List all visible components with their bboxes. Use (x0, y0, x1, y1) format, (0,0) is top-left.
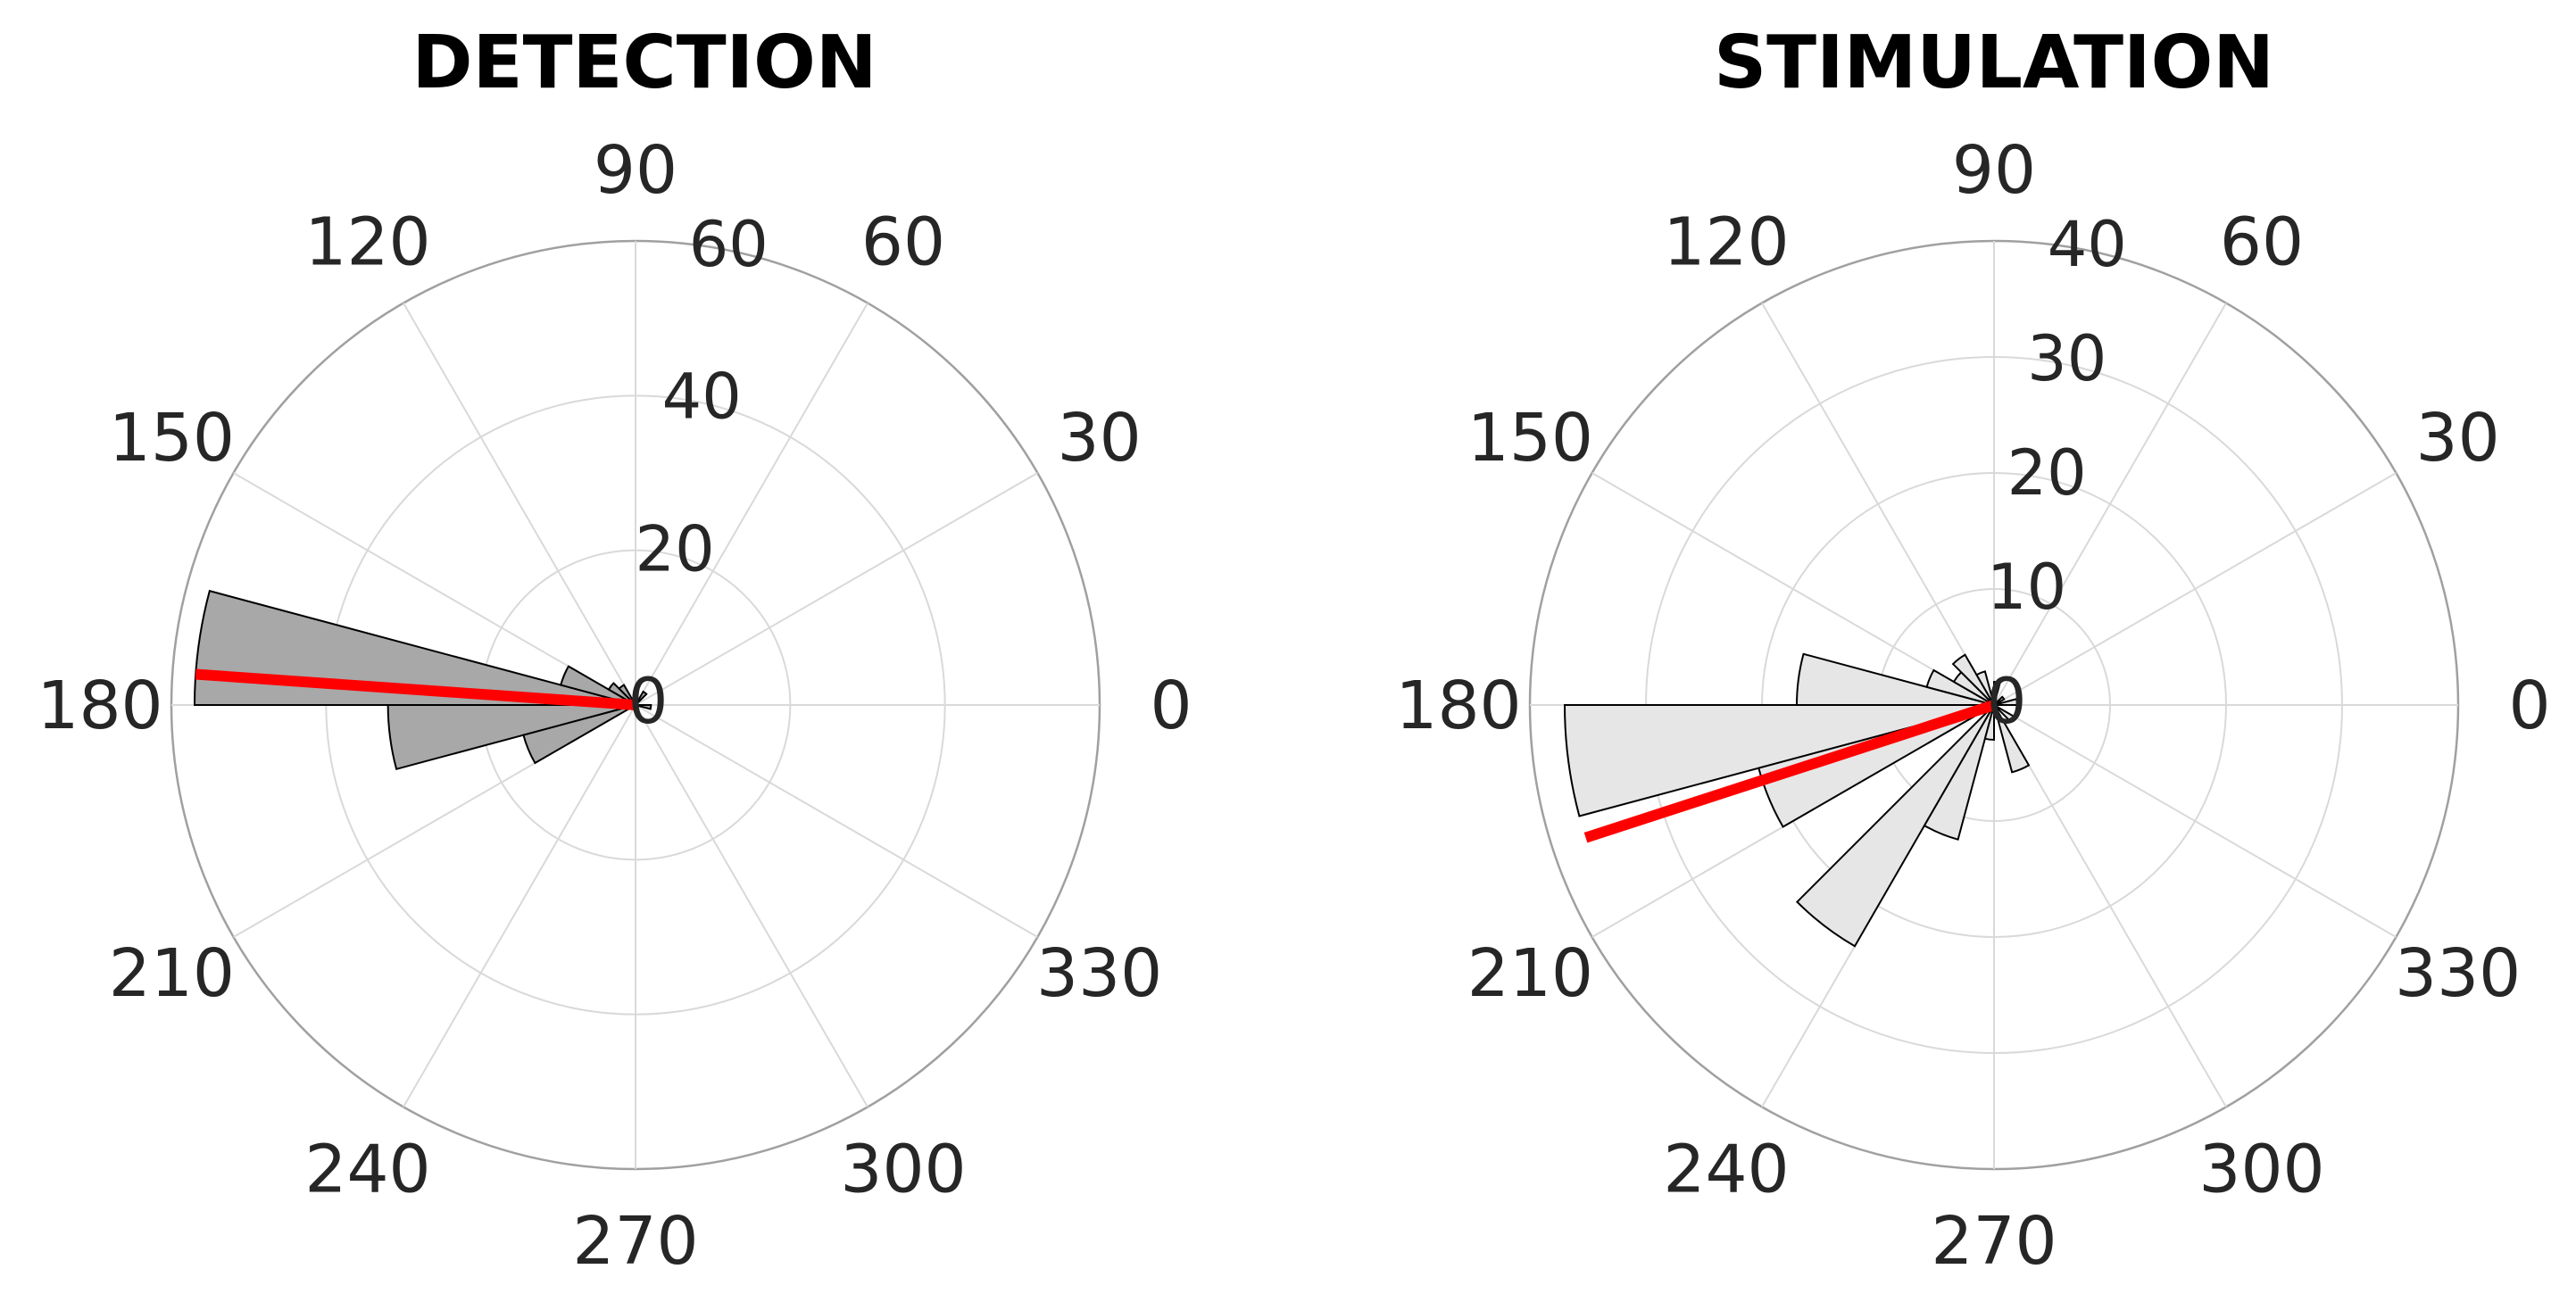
detection-angle-tick-label: 0 (1150, 668, 1192, 744)
detection-histogram-bar (635, 704, 652, 710)
detection-radial-tick-label: 0 (628, 665, 669, 738)
stimulation-angle-tick-label: 180 (1395, 668, 1521, 744)
stimulation-radial-tick-label: 0 (1987, 665, 2027, 738)
stimulation-radial-tick-label: 40 (2048, 208, 2127, 281)
detection-grid-spoke (635, 303, 868, 706)
detection-mean-direction-line (195, 668, 636, 710)
detection-histogram-bar (560, 665, 636, 706)
detection-title: DETECTION (412, 21, 877, 105)
stimulation-angle-tick-label: 300 (2198, 1132, 2324, 1208)
detection-radial-tick-label: 60 (689, 208, 769, 281)
stimulation-histogram-bar (1951, 653, 1995, 706)
detection-angle-tick-label: 150 (109, 400, 235, 477)
stimulation-grid-spoke (1993, 472, 2397, 706)
stimulation-grid-spoke (1993, 303, 2227, 706)
stimulation-angle-tick-label: 330 (2395, 935, 2521, 1012)
detection-grid-spoke (635, 704, 868, 1107)
stimulation-angle-tick-label: 90 (1952, 132, 2036, 209)
detection-angle-tick-label: 240 (304, 1132, 430, 1208)
stimulation-angle-tick-label: 150 (1467, 400, 1593, 477)
stimulation-angle-tick-label: 120 (1663, 203, 1789, 280)
detection-panel: DETECTION 030609012015018021024027030033… (37, 21, 1192, 1280)
stimulation-angle-tick-label: 0 (2508, 668, 2550, 744)
stimulation-angle-tick-label: 60 (2220, 203, 2304, 280)
stimulation-histogram-bar (1983, 704, 1995, 742)
detection-histogram-bar (193, 589, 636, 706)
detection-radial-tick-label: 20 (636, 512, 715, 585)
stimulation-mean-direction-line (1583, 700, 1996, 843)
stimulation-grid-spoke (1591, 472, 1995, 706)
detection-histogram-bar (635, 690, 648, 706)
stimulation-angle-tick-label: 270 (1931, 1203, 2057, 1280)
stimulation-histogram-bar (1975, 670, 1995, 706)
detection-grid-spoke (635, 472, 1038, 706)
detection-radial-tick-label: 40 (662, 361, 742, 434)
detection-angle-tick-label: 30 (1058, 400, 1142, 477)
detection-angle-tick-label: 90 (594, 132, 677, 209)
stimulation-grid-spoke (1993, 704, 2397, 938)
detection-angle-tick-label: 300 (840, 1132, 966, 1208)
stimulation-histogram-bar (1795, 704, 1995, 948)
stimulation-histogram-bar (1993, 695, 2006, 706)
stimulation-panel: STIMULATION 0306090120150180210240270300… (1395, 21, 2550, 1280)
stimulation-histogram-bar (1993, 704, 2031, 774)
stimulation-radial-tick-label: 10 (1987, 551, 2066, 624)
detection-histogram-bar (522, 704, 636, 765)
stimulation-grid-spoke (1761, 303, 1995, 706)
stimulation-radial-tick-label: 20 (2007, 436, 2087, 510)
stimulation-title: STIMULATION (1714, 21, 2274, 105)
detection-angle-tick-label: 210 (109, 935, 235, 1012)
stimulation-histogram-bar (1993, 698, 2019, 706)
stimulation-angle-tick-label: 30 (2416, 400, 2500, 477)
stimulation-radial-tick-label: 30 (2027, 322, 2107, 395)
stimulation-histogram-bar (1563, 704, 1995, 817)
detection-grid-spoke (403, 704, 636, 1107)
stimulation-histogram-bar (1757, 704, 1995, 828)
stimulation-histogram-bar (1923, 704, 1995, 841)
detection-angle-tick-label: 180 (37, 668, 162, 744)
detection-angle-tick-label: 60 (861, 203, 945, 280)
stimulation-angle-tick-label: 210 (1467, 935, 1593, 1012)
detection-angle-tick-label: 330 (1036, 935, 1162, 1012)
stimulation-histogram-bar (1993, 704, 2015, 723)
detection-angle-tick-label: 270 (572, 1203, 698, 1280)
detection-angle-tick-label: 120 (304, 203, 430, 280)
stimulation-histogram-bar (1993, 680, 2001, 706)
stimulation-angle-tick-label: 240 (1663, 1132, 1789, 1208)
stimulation-grid-spoke (1993, 704, 2227, 1107)
detection-grid-spoke (403, 303, 636, 706)
detection-grid-spoke (635, 704, 1038, 938)
